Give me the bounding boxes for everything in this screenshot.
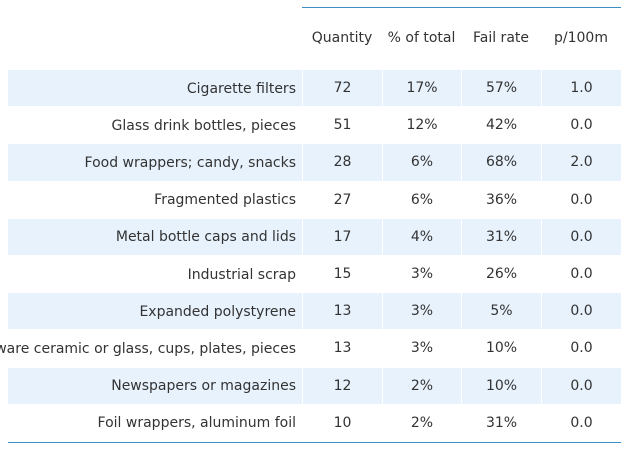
- table-cell: 31%: [462, 218, 541, 255]
- table-cell: 36%: [485, 191, 518, 208]
- row-label: Metal bottle caps and lids: [115, 229, 296, 246]
- table-cell: 5%: [462, 293, 541, 330]
- table-cell: 0.0: [570, 414, 593, 431]
- table-cell: 13: [333, 340, 352, 357]
- table-cell: 42%: [485, 117, 518, 134]
- row-label: ware ceramic or glass, cups, plates, pie…: [0, 340, 296, 357]
- table-cell: 0.0: [570, 191, 593, 208]
- table-cell: 2%: [410, 414, 434, 431]
- table-cell: 28: [303, 144, 382, 181]
- table-cell: 6%: [410, 191, 434, 208]
- table-cell: 27: [333, 191, 352, 208]
- table-cell: 1.0: [542, 70, 621, 107]
- table-cell: 4%: [383, 218, 461, 255]
- table-cell: 10%: [462, 367, 541, 404]
- row-label: Newspapers or magazines: [111, 378, 296, 395]
- table-cell: 0.0: [570, 266, 593, 283]
- table-cell: 10: [333, 414, 352, 431]
- table-cell: 57%: [462, 70, 541, 107]
- row-label: Cigarette filters: [186, 80, 296, 97]
- bottom-rule: [8, 442, 621, 443]
- column-header: % of total: [387, 30, 456, 46]
- table-cell: 2%: [383, 367, 461, 404]
- table-cell: 0.0: [570, 340, 593, 357]
- table-cell: 12%: [406, 117, 438, 134]
- table-cell: 0.0: [542, 367, 621, 404]
- table-cell: 17: [303, 218, 382, 255]
- table-cell: 0.0: [570, 117, 593, 134]
- table-cell: 0.0: [542, 293, 621, 330]
- table-cell: 3%: [383, 293, 461, 330]
- table-cell: 3%: [410, 340, 434, 357]
- row-label: Glass drink bottles, pieces: [111, 117, 296, 134]
- row-label: Expanded polystyrene: [139, 303, 296, 320]
- column-header: p/100m: [554, 30, 608, 46]
- row-label: Fragmented plastics: [154, 192, 296, 209]
- table-cell: 15: [333, 266, 352, 283]
- table-cell: 10%: [485, 340, 518, 357]
- table-cell: 26%: [485, 266, 518, 283]
- table-cell: 6%: [383, 144, 461, 181]
- table-cell: 51: [333, 117, 352, 134]
- table-cell: 17%: [383, 70, 461, 107]
- top-rule: [302, 7, 621, 8]
- row-label: Foil wrappers, aluminum foil: [97, 415, 296, 432]
- row-label: Food wrappers; candy, snacks: [84, 154, 296, 171]
- table-cell: 0.0: [542, 218, 621, 255]
- table-cell: 72: [303, 70, 382, 107]
- table-cell: 12: [303, 367, 382, 404]
- column-header: Fail rate: [472, 30, 529, 46]
- row-label: Industrial scrap: [187, 266, 296, 283]
- column-header: Quantity: [311, 30, 373, 46]
- table-cell: 2.0: [542, 144, 621, 181]
- table-cell: 31%: [485, 414, 518, 431]
- table-cell: 13: [303, 293, 382, 330]
- table-cell: 3%: [410, 266, 434, 283]
- table-cell: 68%: [462, 144, 541, 181]
